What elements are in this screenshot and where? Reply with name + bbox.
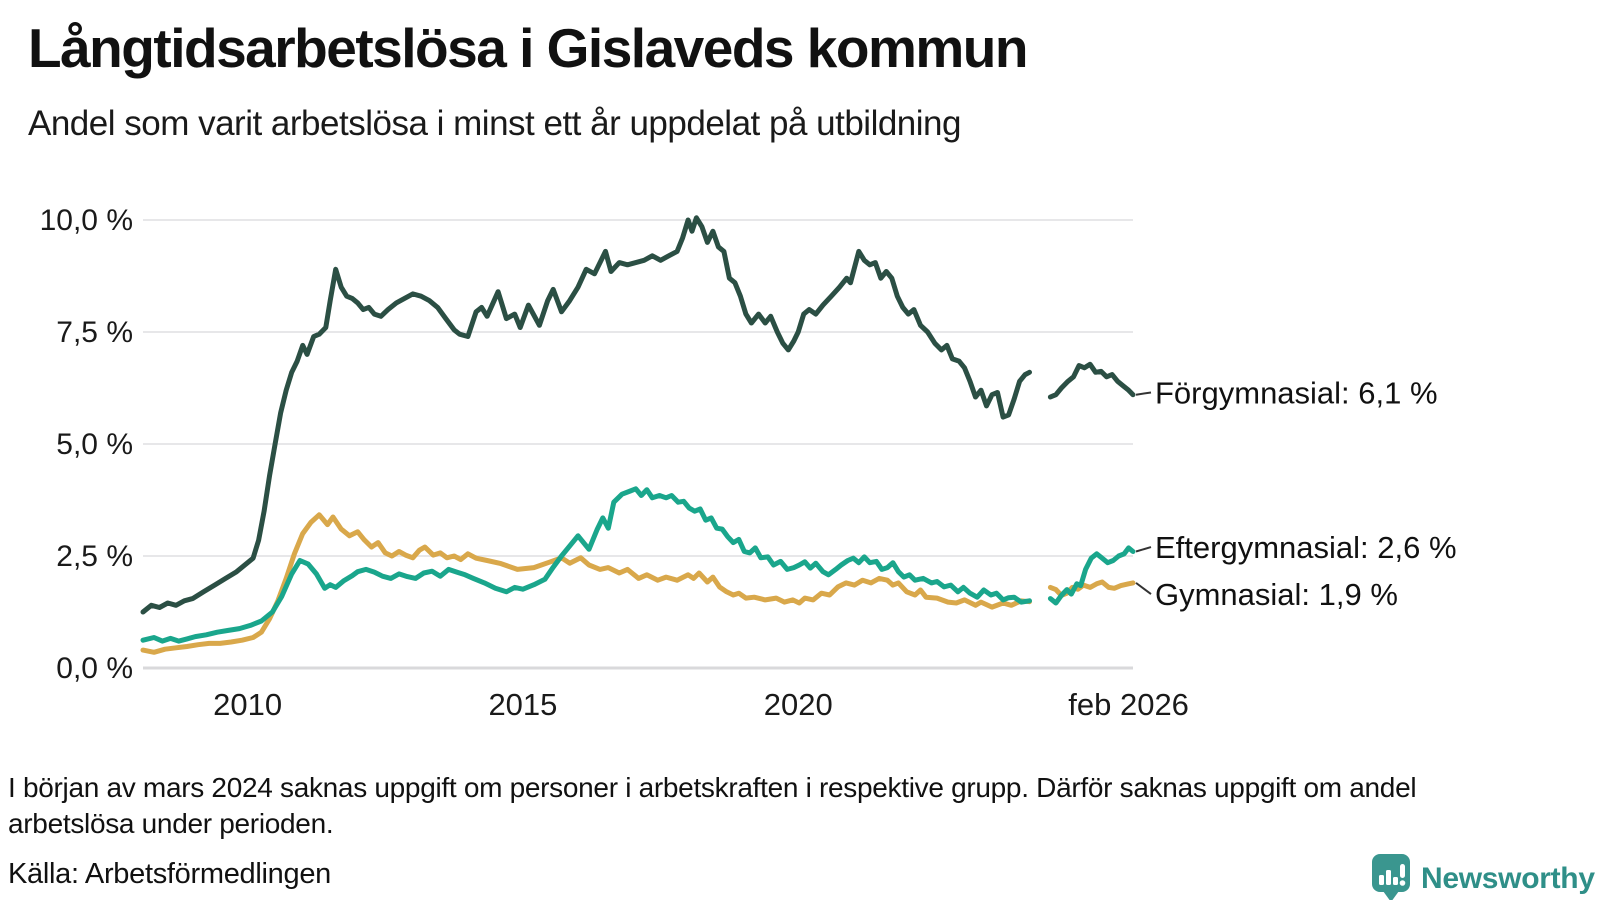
y-tick-label: 10,0 % xyxy=(40,204,133,237)
brand-logo: Newsworthy xyxy=(1372,854,1595,900)
series-line-forgymnasial xyxy=(1047,361,1136,400)
x-tick-label: 2020 xyxy=(764,687,833,722)
y-tick-label: 7,5 % xyxy=(56,316,133,349)
series-line-gymnasial xyxy=(140,512,1032,655)
y-tick-label: 5,0 % xyxy=(56,428,133,461)
series-end-label-eftergymnasial: Eftergymnasial: 2,6 % xyxy=(1155,530,1457,565)
newsworthy-pin-icon xyxy=(1372,854,1410,900)
series-end-label-forgymnasial: Förgymnasial: 6,1 % xyxy=(1155,375,1438,410)
series-line-eftergymnasial xyxy=(140,486,1032,644)
x-tick-label: 2010 xyxy=(213,687,282,722)
page-title: Långtidsarbetslösa i Gislaveds kommun xyxy=(28,17,1028,79)
x-tick-label: 2015 xyxy=(488,687,557,722)
leader-line-gymnasial xyxy=(1135,582,1152,595)
leader-line-eftergymnasial xyxy=(1135,546,1152,553)
y-tick-label: 2,5 % xyxy=(56,540,133,573)
series-line-eftergymnasial xyxy=(1047,545,1136,606)
y-tick-label: 0,0 % xyxy=(56,652,133,685)
series-end-label-gymnasial: Gymnasial: 1,9 % xyxy=(1155,577,1398,612)
leader-line-forgymnasial xyxy=(1135,391,1152,396)
source-label: Källa: Arbetsförmedlingen xyxy=(8,858,331,890)
x-tick-label: feb 2026 xyxy=(1068,687,1189,722)
line-chart: 0,0 % 2,5 % 5,0 % 7,5 % 10,0 % 2010 2015 2020 fe… xyxy=(40,204,1457,722)
page-subtitle: Andel som varit arbetslösa i minst ett å… xyxy=(28,104,961,143)
brand-name: Newsworthy xyxy=(1421,862,1595,895)
series-line-forgymnasial xyxy=(140,215,1032,615)
chart-footnote: I början av mars 2024 saknas uppgift om … xyxy=(8,772,1417,839)
